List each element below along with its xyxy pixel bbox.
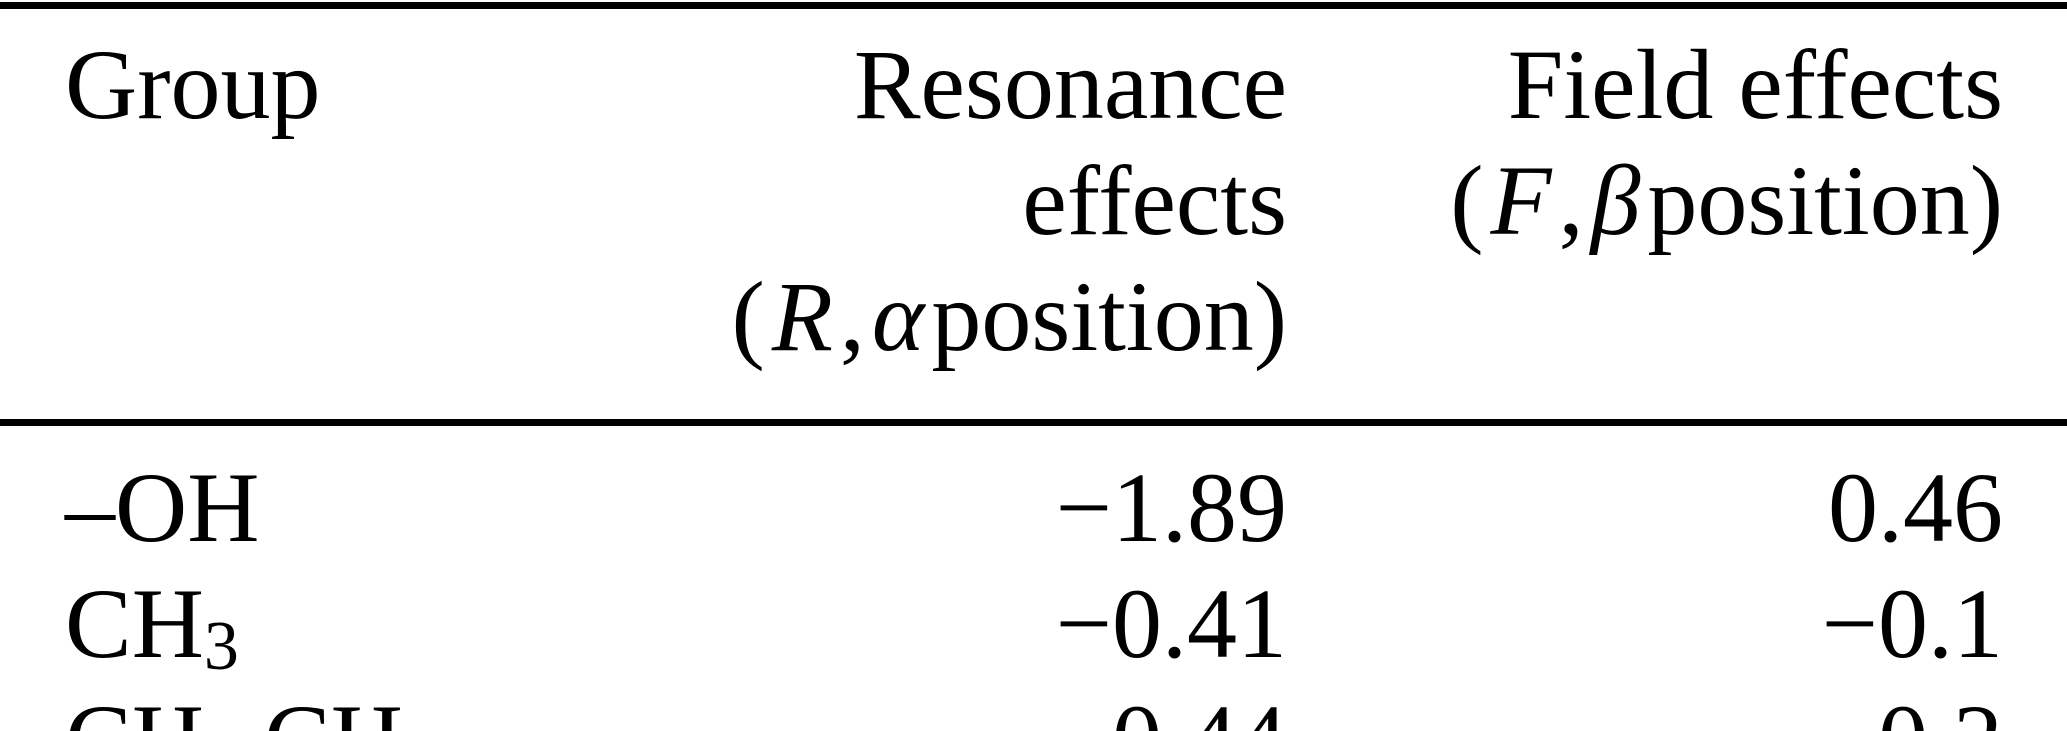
field-value: 0.46 xyxy=(1828,452,2003,563)
group-text: CH xyxy=(65,684,204,731)
table-body: –OH −1.89 0.46 CH3 −0.41 −0.1 CH3 CH2 −0… xyxy=(0,423,2067,731)
group-subscript: 2 xyxy=(403,724,438,731)
field-value: −0.2 xyxy=(1287,682,2067,731)
position-text: position) xyxy=(1647,145,2003,256)
header-resonance-line2: (R,αposition) xyxy=(600,259,1287,375)
table-header: Group Resonance effects (R,αposition) Fi… xyxy=(0,6,2067,423)
group-cell: –OH xyxy=(0,423,600,567)
group-text: CH xyxy=(65,568,204,679)
comma: , xyxy=(839,261,865,372)
math-var-F: F xyxy=(1490,145,1552,256)
position-text: position) xyxy=(931,261,1287,372)
group-subscript: 3 xyxy=(204,724,239,731)
group-cell: CH3 xyxy=(0,566,600,682)
header-field-line1: Field effects xyxy=(1507,29,2003,140)
table-row: –OH −1.89 0.46 xyxy=(0,423,2067,567)
resonance-value: −1.89 xyxy=(1055,452,1287,563)
header-field: Field effects (F,βposition) xyxy=(1287,6,2067,423)
group-subscript: 3 xyxy=(203,607,239,685)
field-value: −0.1 xyxy=(1821,568,2003,679)
header-field-line2: (F,βposition) xyxy=(1287,143,2003,259)
open-paren: ( xyxy=(731,261,765,372)
group-text: CH xyxy=(239,684,403,731)
resonance-value: −0.41 xyxy=(1055,568,1287,679)
resonance-value: −0.44 xyxy=(600,682,1287,731)
math-var-beta: β xyxy=(1590,145,1641,256)
header-resonance: Resonance effects (R,αposition) xyxy=(600,6,1287,423)
comma: , xyxy=(1558,145,1584,256)
math-var-R: R xyxy=(771,261,833,372)
table-row: CH3 CH2 −0.44 −0.2 xyxy=(0,682,2067,731)
header-group: Group xyxy=(0,6,600,423)
header-group-label: Group xyxy=(65,29,321,140)
header-row: Group Resonance effects (R,αposition) Fi… xyxy=(0,6,2067,423)
group-cell: CH3 CH2 xyxy=(0,682,600,731)
table-row: CH3 −0.41 −0.1 xyxy=(0,566,2067,682)
group-text: –OH xyxy=(65,452,260,563)
header-resonance-line1: Resonance effects xyxy=(853,29,1287,256)
math-var-alpha: α xyxy=(871,261,925,372)
open-paren: ( xyxy=(1450,145,1484,256)
